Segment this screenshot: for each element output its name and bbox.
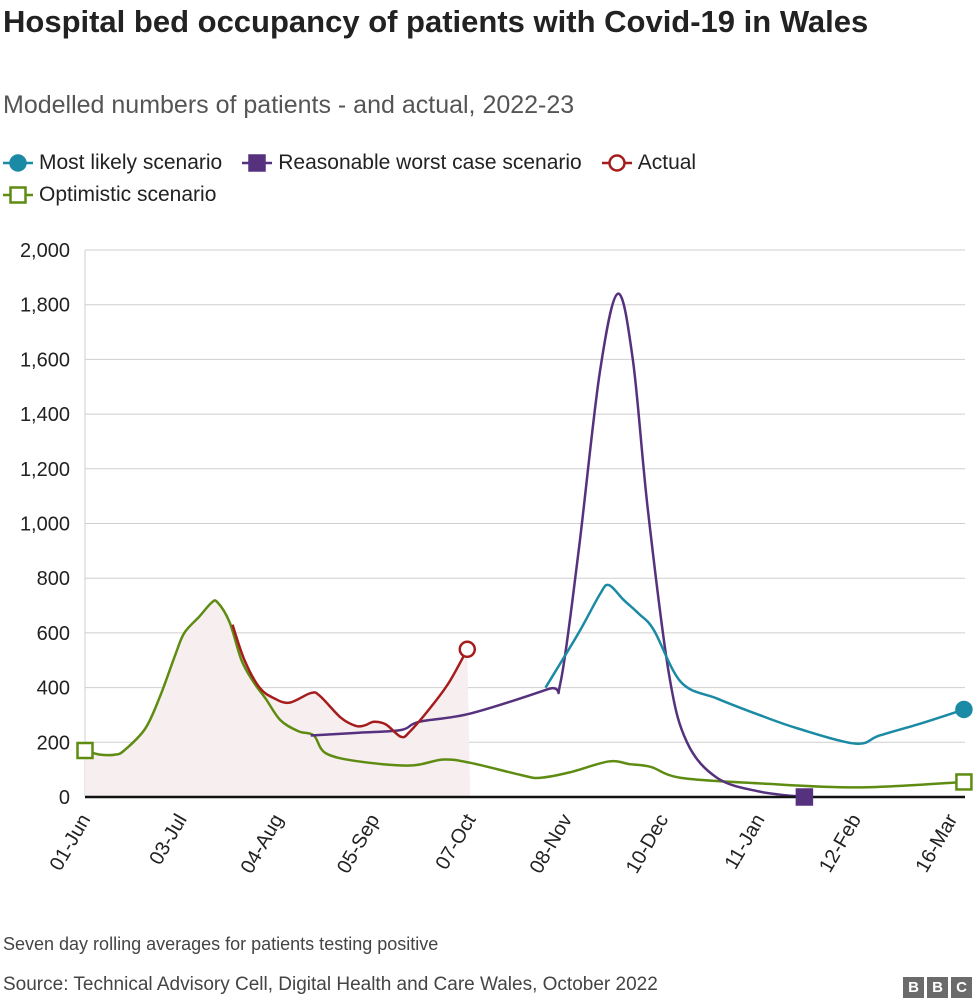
series-line-optimistic-scenario [84, 599, 964, 789]
y-tick-label: 400 [37, 678, 70, 700]
series-end-marker [458, 640, 477, 659]
y-tick-label: 1,200 [20, 459, 70, 481]
legend-marker [9, 154, 27, 172]
y-tick-label: 800 [37, 568, 70, 590]
y-tick-label: 1,600 [20, 349, 70, 371]
source-text: Source: Technical Advisory Cell, Digital… [3, 974, 658, 995]
legend-marker [9, 186, 27, 204]
x-tick-label: 10-Dec [622, 811, 673, 878]
x-tick-label: 03-Jul [145, 811, 191, 869]
y-tick-label: 1,400 [20, 404, 70, 426]
line-chart: 0 200 400 600 800 1,000 1,200 1,400 1,600 1,800 2,… [20, 240, 973, 878]
chart-title: Hospital bed occupancy of patients with … [3, 4, 869, 39]
y-tick-label: 1,000 [20, 514, 70, 536]
x-tick-label: 07-Oct [432, 810, 481, 873]
shaded-period-area [85, 600, 471, 797]
legend: Most likely scenario Reasonable worst cas… [3, 147, 963, 211]
y-tick-label: 2,000 [20, 240, 70, 262]
x-tick-label: 11-Jan [721, 811, 770, 874]
legend-item: Reasonable worst case scenario [242, 147, 582, 179]
legend-item: Optimistic scenario [3, 179, 216, 211]
y-tick-label: 600 [37, 623, 70, 645]
y-tick-label: 200 [37, 732, 70, 754]
legend-item: Most likely scenario [3, 147, 222, 179]
legend-label: Most likely scenario [39, 151, 223, 174]
x-tick-label: 04-Aug [237, 811, 288, 878]
y-tick-label: 1,800 [20, 295, 70, 317]
legend-marker [248, 154, 266, 172]
legend-label: Actual [637, 151, 697, 174]
series-end-marker [955, 700, 973, 719]
legend-marker-icon [601, 154, 632, 172]
x-tick-label: 12-Feb [815, 811, 866, 877]
series-end-marker [76, 741, 94, 760]
x-tick-label: 05-Sep [333, 811, 384, 878]
legend-marker [607, 154, 626, 172]
y-tick-label: 0 [59, 787, 70, 809]
legend-label: Optimistic scenario [39, 183, 217, 206]
legend-label: Reasonable worst case scenario [278, 151, 582, 174]
legend-marker-icon [3, 154, 33, 172]
footnote: Seven day rolling averages for patients … [3, 934, 439, 954]
series-line-most-likely-scenario [544, 583, 965, 746]
series-end-marker [955, 773, 973, 791]
series-end-marker [795, 788, 814, 806]
legend-marker-icon [3, 186, 33, 204]
legend-item: Actual [601, 147, 697, 179]
chart-subtitle: Modelled numbers of patients - and actua… [3, 91, 575, 119]
x-tick-label: 16-Mar [911, 810, 962, 876]
x-tick-label: 08-Nov [526, 811, 577, 878]
series-line-actual [231, 624, 469, 739]
legend-marker-icon [242, 154, 273, 172]
series-line-reasonable-worst-case-scenario [310, 292, 805, 799]
x-tick-label: 01-Jun [46, 811, 96, 875]
